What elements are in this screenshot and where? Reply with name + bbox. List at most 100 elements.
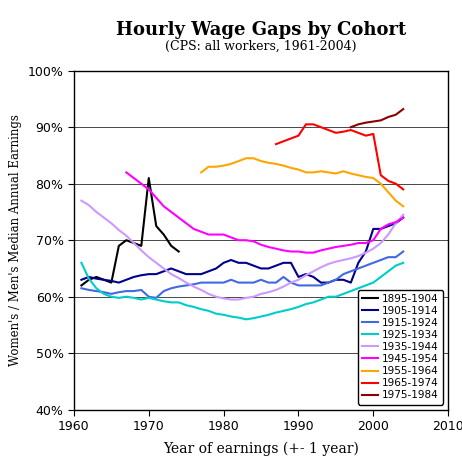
1965-1974 bbox=[273, 141, 279, 147]
1945-1954 bbox=[318, 248, 324, 253]
1935-1944 bbox=[303, 272, 309, 278]
1915-1924 bbox=[116, 289, 122, 295]
1895-1904 bbox=[169, 243, 174, 249]
1945-1954 bbox=[385, 221, 391, 227]
1955-1964 bbox=[348, 171, 353, 176]
1925-1934 bbox=[371, 280, 376, 285]
1915-1924 bbox=[348, 268, 353, 274]
1965-1974 bbox=[401, 187, 406, 192]
1945-1954 bbox=[258, 242, 264, 248]
1955-1964 bbox=[266, 160, 271, 166]
1925-1934 bbox=[221, 312, 226, 317]
1945-1954 bbox=[266, 244, 271, 250]
1935-1944 bbox=[401, 212, 406, 218]
1935-1944 bbox=[356, 253, 361, 259]
1945-1954 bbox=[356, 240, 361, 246]
1955-1964 bbox=[340, 169, 346, 174]
1895-1904 bbox=[101, 277, 107, 283]
1945-1954 bbox=[363, 240, 369, 246]
1905-1914 bbox=[401, 215, 406, 220]
1935-1944 bbox=[86, 203, 91, 208]
1905-1914 bbox=[333, 277, 339, 283]
Line: 1925-1934: 1925-1934 bbox=[81, 263, 403, 319]
1965-1974 bbox=[348, 127, 353, 133]
1915-1924 bbox=[385, 254, 391, 260]
Line: 1915-1924: 1915-1924 bbox=[81, 252, 403, 298]
1975-1984 bbox=[393, 112, 399, 118]
1955-1964 bbox=[281, 163, 286, 169]
1915-1924 bbox=[303, 283, 309, 288]
1905-1914 bbox=[139, 272, 144, 278]
1955-1964 bbox=[363, 174, 369, 180]
1955-1964 bbox=[258, 158, 264, 164]
1965-1974 bbox=[333, 130, 339, 136]
1925-1934 bbox=[183, 302, 189, 308]
1935-1944 bbox=[310, 268, 316, 274]
1935-1944 bbox=[281, 284, 286, 289]
1915-1924 bbox=[101, 289, 107, 295]
1925-1934 bbox=[273, 310, 279, 316]
1935-1944 bbox=[251, 294, 256, 300]
1965-1974 bbox=[296, 133, 301, 138]
1955-1964 bbox=[206, 164, 212, 170]
1905-1914 bbox=[348, 280, 353, 285]
1945-1954 bbox=[139, 181, 144, 187]
1935-1944 bbox=[371, 246, 376, 252]
1945-1954 bbox=[198, 229, 204, 235]
1925-1934 bbox=[206, 308, 212, 314]
1945-1954 bbox=[340, 243, 346, 249]
1945-1954 bbox=[176, 215, 182, 220]
1915-1924 bbox=[281, 274, 286, 280]
1935-1944 bbox=[288, 280, 294, 285]
1935-1944 bbox=[94, 209, 99, 215]
1925-1934 bbox=[251, 316, 256, 321]
1935-1944 bbox=[169, 271, 174, 277]
1935-1944 bbox=[318, 265, 324, 270]
1915-1924 bbox=[86, 287, 91, 293]
1925-1934 bbox=[348, 288, 353, 294]
1915-1924 bbox=[228, 277, 234, 283]
1925-1934 bbox=[146, 295, 152, 300]
1945-1954 bbox=[303, 250, 309, 255]
1895-1904 bbox=[146, 175, 152, 181]
1955-1964 bbox=[213, 164, 219, 170]
1935-1944 bbox=[236, 297, 241, 302]
1895-1904 bbox=[109, 280, 114, 285]
1905-1914 bbox=[153, 271, 159, 277]
1895-1904 bbox=[131, 240, 137, 246]
1925-1934 bbox=[161, 299, 166, 304]
Line: 1965-1974: 1965-1974 bbox=[276, 124, 403, 189]
1935-1944 bbox=[333, 259, 339, 265]
1905-1914 bbox=[213, 266, 219, 271]
1935-1944 bbox=[206, 291, 212, 297]
1925-1934 bbox=[296, 304, 301, 310]
1905-1914 bbox=[79, 277, 84, 283]
1955-1964 bbox=[221, 163, 226, 169]
Y-axis label: Women's / Men's Median Annual Earnings: Women's / Men's Median Annual Earnings bbox=[9, 114, 22, 366]
Line: 1935-1944: 1935-1944 bbox=[81, 201, 403, 300]
1955-1964 bbox=[356, 172, 361, 178]
1905-1914 bbox=[296, 274, 301, 280]
1925-1934 bbox=[363, 283, 369, 288]
1895-1904 bbox=[116, 243, 122, 249]
1915-1924 bbox=[161, 288, 166, 294]
1925-1934 bbox=[318, 297, 324, 302]
1955-1964 bbox=[288, 165, 294, 171]
1915-1924 bbox=[310, 283, 316, 288]
1935-1944 bbox=[385, 232, 391, 237]
1905-1914 bbox=[310, 274, 316, 280]
1955-1964 bbox=[318, 169, 324, 174]
1925-1934 bbox=[236, 315, 241, 320]
1965-1974 bbox=[371, 131, 376, 137]
1925-1934 bbox=[139, 297, 144, 302]
1935-1944 bbox=[198, 287, 204, 293]
1915-1924 bbox=[356, 266, 361, 271]
1925-1934 bbox=[213, 311, 219, 317]
1935-1944 bbox=[191, 284, 196, 289]
1905-1914 bbox=[251, 263, 256, 268]
1905-1914 bbox=[303, 271, 309, 277]
1935-1944 bbox=[363, 250, 369, 255]
1915-1924 bbox=[393, 254, 399, 260]
1955-1964 bbox=[310, 170, 316, 175]
1945-1954 bbox=[326, 246, 331, 252]
